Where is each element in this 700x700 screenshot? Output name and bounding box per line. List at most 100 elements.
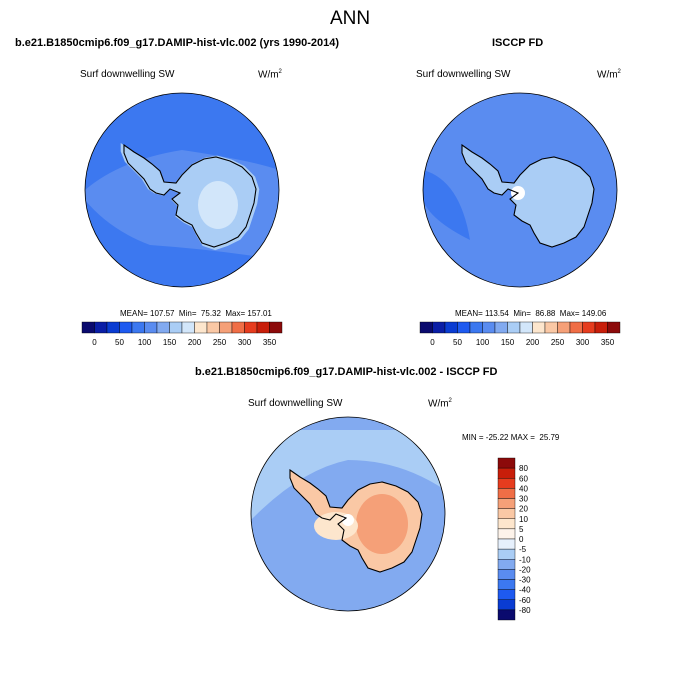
colorbar-swatch <box>219 321 233 334</box>
colorbar-swatch <box>497 467 516 479</box>
panel3-north-band <box>251 430 445 520</box>
panel1-colorbar: 0 50 100 150 200 250 300 350 <box>81 321 283 347</box>
colorbar-tick-label: 30 <box>519 495 528 504</box>
panel3-variable: Surf downwelling SW <box>248 398 343 409</box>
panel2-colorbar: 0 50 100 150 200 250 300 350 <box>419 321 621 347</box>
colorbar-tick-label: 250 <box>213 338 227 347</box>
colorbar-swatch <box>231 321 245 334</box>
panel2-map-border <box>422 92 618 288</box>
colorbar-swatch <box>457 321 471 334</box>
colorbar-tick-label: 0 <box>519 535 524 544</box>
colorbar-swatch <box>444 321 458 334</box>
panel3-pole-gap <box>342 514 354 526</box>
colorbar-swatch <box>497 508 516 519</box>
panel3-map <box>250 416 446 612</box>
colorbar-swatch <box>482 321 496 334</box>
colorbar-swatch <box>131 321 145 334</box>
panel1-map <box>84 92 280 288</box>
colorbar-swatch <box>244 321 258 334</box>
colorbar-swatch <box>156 321 170 334</box>
colorbar-tick-label: 350 <box>263 338 277 347</box>
colorbar-swatch <box>81 321 95 334</box>
colorbar-tick-label: 150 <box>501 338 515 347</box>
panel3-map-border <box>250 416 446 612</box>
colorbar-tick-label: 250 <box>551 338 565 347</box>
panel2-stats: MEAN= 113.54 Min= 86.88 Max= 149.06 <box>455 309 607 318</box>
colorbar-tick-label: 100 <box>138 338 152 347</box>
colorbar-swatch <box>494 321 508 334</box>
panel3-title: b.e21.B1850cmip6.f09_g17.DAMIP-hist-vlc.… <box>195 366 498 378</box>
colorbar-swatch <box>497 488 516 499</box>
colorbar-swatch <box>497 609 516 621</box>
colorbar-swatch <box>144 321 158 334</box>
colorbar-tick-label: 300 <box>576 338 590 347</box>
colorbar-tick-label: -20 <box>519 565 531 574</box>
colorbar-tick-label: 50 <box>115 338 124 347</box>
colorbar-swatch <box>194 321 208 334</box>
panel3-units: W/m2 <box>428 398 452 410</box>
panel1-plateau <box>198 181 238 229</box>
panel2-map <box>422 92 618 288</box>
colorbar-tick-label: -30 <box>519 576 531 585</box>
colorbar-tick-label: 150 <box>163 338 177 347</box>
colorbar-tick-label: -40 <box>519 586 531 595</box>
colorbar-tick-label: 40 <box>519 484 528 493</box>
colorbar-swatch <box>497 548 516 560</box>
colorbar-swatch <box>497 478 516 489</box>
colorbar-tick-label: -80 <box>519 606 531 615</box>
colorbar-swatch <box>169 321 183 334</box>
colorbar-tick-label: 200 <box>188 338 202 347</box>
colorbar-tick-label: 60 <box>519 474 528 483</box>
colorbar-swatch <box>269 321 283 334</box>
colorbar-swatch <box>594 321 608 334</box>
colorbar-swatch <box>181 321 195 334</box>
colorbar-tick-label: 20 <box>519 505 528 514</box>
colorbar-swatch <box>497 457 516 469</box>
colorbar-swatch <box>206 321 220 334</box>
colorbar-swatch <box>497 538 516 550</box>
colorbar-swatch <box>557 321 571 334</box>
colorbar-swatch <box>497 589 516 600</box>
colorbar-tick-label: -5 <box>519 545 527 554</box>
colorbar-tick-label: -60 <box>519 596 531 605</box>
colorbar-tick-label: 5 <box>519 525 524 534</box>
panel1-variable: Surf downwelling SW <box>80 69 175 80</box>
colorbar-tick-label: 0 <box>430 338 435 347</box>
panel3-stats: MIN = -25.22 MAX = 25.79 <box>462 433 560 442</box>
colorbar-swatch <box>432 321 446 334</box>
panel2-title: ISCCP FD <box>492 37 544 49</box>
colorbar-swatch <box>497 559 516 570</box>
colorbar-swatch <box>497 599 516 611</box>
panel1-units: W/m2 <box>258 69 282 81</box>
colorbar-tick-label: 350 <box>601 338 615 347</box>
colorbar-tick-label: 50 <box>453 338 462 347</box>
colorbar-swatch <box>119 321 133 334</box>
colorbar-swatch <box>497 569 516 580</box>
colorbar-swatch <box>419 321 433 334</box>
colorbar-tick-label: 80 <box>519 464 528 473</box>
colorbar-swatch <box>256 321 270 334</box>
colorbar-swatch <box>94 321 108 334</box>
colorbar-swatch <box>497 498 516 509</box>
colorbar-swatch <box>507 321 521 334</box>
colorbar-tick-label: 100 <box>476 338 490 347</box>
colorbar-tick-label: 0 <box>92 338 97 347</box>
panel1-map-border <box>84 92 280 288</box>
colorbar-tick-label: -10 <box>519 555 531 564</box>
figure-title: ANN <box>329 8 371 29</box>
panel1-stats: MEAN= 107.57 Min= 75.32 Max= 157.01 <box>120 309 272 318</box>
colorbar-tick-label: 200 <box>526 338 540 347</box>
panel2-variable: Surf downwelling SW <box>416 69 511 80</box>
colorbar-swatch <box>544 321 558 334</box>
colorbar-tick-label: 10 <box>519 515 528 524</box>
colorbar-swatch <box>469 321 483 334</box>
panel3-east-positive <box>356 494 408 554</box>
panel1-title: b.e21.B1850cmip6.f09_g17.DAMIP-hist-vlc.… <box>15 37 340 49</box>
colorbar-swatch <box>497 518 516 530</box>
panel2-units: W/m2 <box>597 69 621 81</box>
colorbar-swatch <box>106 321 120 334</box>
colorbar-tick-label: 300 <box>238 338 252 347</box>
panel2-west-band <box>423 170 470 240</box>
